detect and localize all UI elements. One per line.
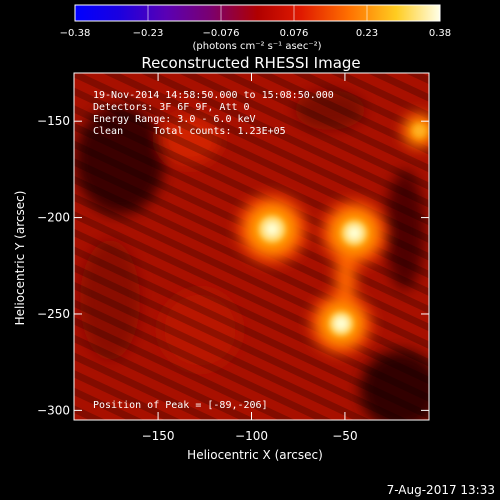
- annotation-time: 19-Nov-2014 14:58:50.000 to 15:08:50.000: [93, 90, 334, 101]
- colorbar: −0.38 −0.23 −0.076 0.076 0.23 0.38 (photons c…: [60, 4, 451, 52]
- source-peak: [335, 317, 348, 330]
- y-tick-label: −150: [37, 114, 70, 128]
- colorbar-tick-label: −0.38: [60, 28, 91, 39]
- colorbar-tick-label: −0.076: [202, 28, 239, 39]
- x-tick-label: −100: [235, 429, 268, 443]
- annotation-clean: Clean Total counts: 1.23E+05: [93, 126, 286, 137]
- source-core: [412, 123, 427, 138]
- source-peak: [348, 227, 361, 240]
- colorbar-tick-label: 0.076: [280, 28, 309, 39]
- colorbar-tick-label: −0.23: [133, 28, 164, 39]
- colorbar-tick-label: 0.23: [356, 28, 378, 39]
- chart-title: Reconstructed RHESSI Image: [141, 54, 360, 72]
- y-axis-ticks: −150 −200 −250 −300: [37, 114, 429, 417]
- source-bridge: [335, 248, 356, 309]
- annotation-block: 19-Nov-2014 14:58:50.000 to 15:08:50.000…: [93, 90, 334, 137]
- colorbar-gradient: [74, 4, 441, 22]
- colorbar-units: (photons cm⁻² s⁻¹ asec⁻²): [192, 41, 321, 52]
- source-peak: [266, 223, 279, 236]
- peak-position: Position of Peak = [-89,-206]: [93, 400, 268, 411]
- annotation-detectors: Detectors: 3F 6F 9F, Att 0: [93, 102, 250, 113]
- colorbar-tick-label: 0.38: [429, 28, 451, 39]
- y-axis-label: Heliocentric Y (arcsec): [13, 191, 27, 326]
- y-tick-label: −200: [37, 211, 70, 225]
- x-axis-ticks: −150 −100 −50: [142, 73, 358, 443]
- source-blobs: [238, 112, 429, 355]
- annotation-energy: Energy Range: 3.0 - 6.0 keV: [93, 114, 256, 125]
- x-tick-label: −50: [332, 429, 357, 443]
- x-axis-label: Heliocentric X (arcsec): [187, 448, 323, 462]
- footer-date: 7-Aug-2017 13:33: [387, 483, 495, 497]
- y-tick-label: −300: [37, 403, 70, 417]
- heatmap-image: [74, 73, 429, 420]
- y-tick-label: −250: [37, 307, 70, 321]
- colorbar-ticks: −0.38 −0.23 −0.076 0.076 0.23 0.38: [60, 5, 451, 39]
- x-tick-label: −150: [142, 429, 175, 443]
